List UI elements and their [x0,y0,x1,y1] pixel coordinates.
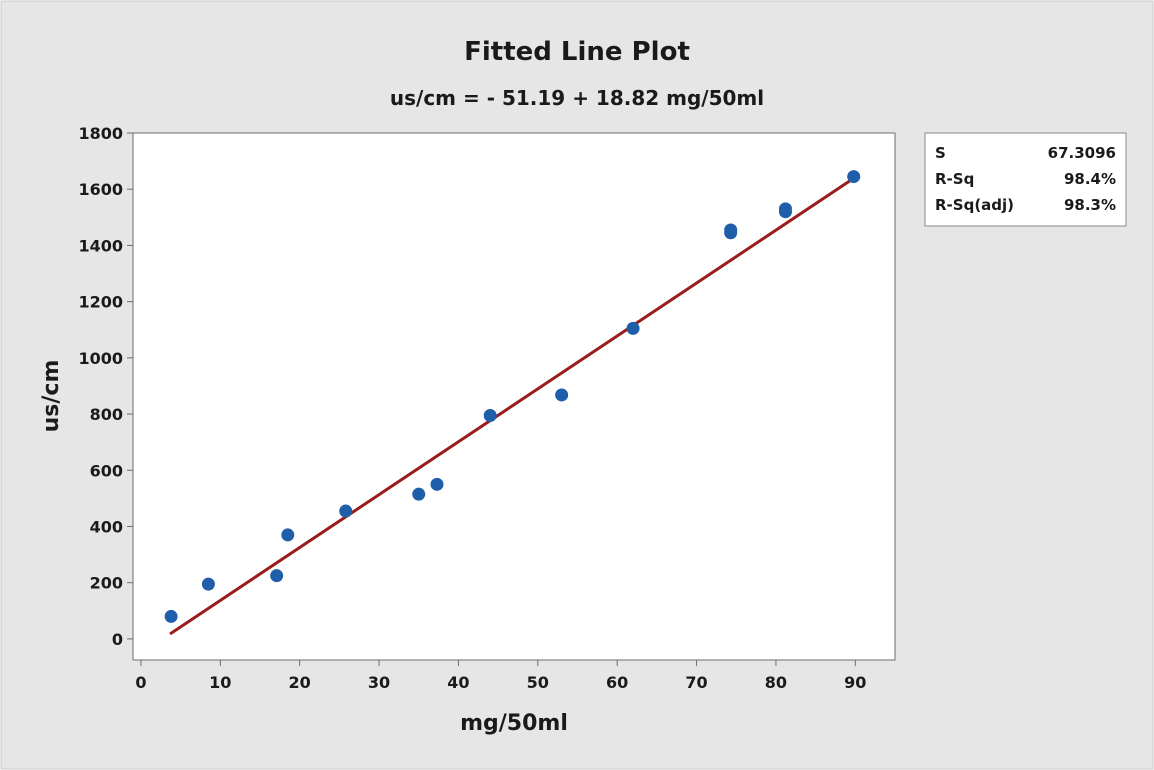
data-point [430,477,444,491]
y-tick-label: 800 [90,405,123,424]
data-point [412,487,426,501]
y-tick-label: 1800 [78,124,123,143]
x-axis-label: mg/50ml [460,711,568,736]
x-tick-label: 60 [606,673,628,692]
x-tick-label: 30 [368,673,390,692]
x-tick-label: 50 [527,673,549,692]
data-point [555,388,569,402]
data-point [164,609,178,623]
x-tick-label: 90 [844,673,866,692]
data-points [164,170,861,623]
chart-subtitle: us/cm = - 51.19 + 18.82 mg/50ml [390,86,764,110]
y-tick-label: 200 [90,574,123,593]
x-tick-label: 10 [209,673,231,692]
data-point [201,577,215,591]
x-tick-label: 20 [289,673,311,692]
y-tick-label: 600 [90,461,123,480]
chart-title: Fitted Line Plot [464,37,690,67]
stat-s-value: 67.3096 [1048,144,1116,162]
x-axis: 0 10 20 30 40 50 60 70 80 90 [135,660,866,692]
data-point [339,504,353,518]
y-tick-label: 1000 [78,349,123,368]
data-point [281,528,295,542]
stats-box: S 67.3096 R-Sq 98.4% R-Sq(adj) 98.3% [924,132,1127,227]
x-tick-label: 80 [765,673,787,692]
stat-rsq-value: 98.4% [1064,170,1116,188]
stat-rsq-adj-value: 98.3% [1064,196,1116,214]
fit-line [169,176,856,635]
data-point [483,408,497,422]
stat-rsq-adj-label: R-Sq(adj) [935,196,1014,214]
stats-box-frame [924,132,1127,227]
fit-line-layer [169,176,856,635]
y-tick-label: 1600 [78,180,123,199]
y-tick-label: 0 [112,630,123,649]
x-tick-label: 70 [685,673,707,692]
y-axis: 0 200 400 600 800 1000 1200 1400 1600 1800 [78,124,133,649]
data-point [270,569,284,583]
y-tick-label: 1200 [78,293,123,312]
stat-rsq-label: R-Sq [935,170,974,188]
y-tick-label: 1400 [78,236,123,255]
data-point [626,321,640,335]
stat-s-label: S [935,144,946,162]
y-tick-label: 400 [90,517,123,536]
x-tick-label: 40 [447,673,469,692]
x-tick-label: 0 [135,673,146,692]
data-point [724,223,738,237]
data-point [847,170,861,184]
y-axis-label: us/cm [39,360,64,433]
data-point [778,202,792,216]
